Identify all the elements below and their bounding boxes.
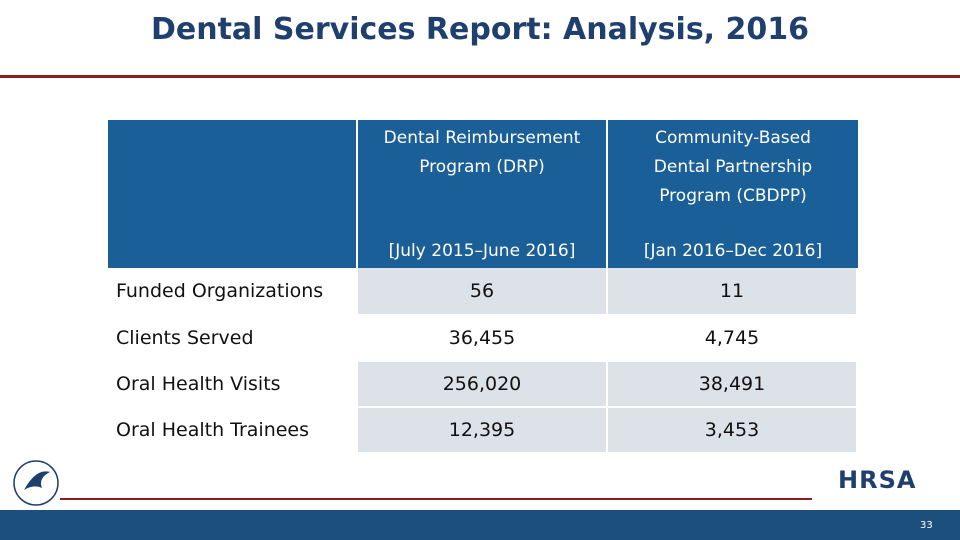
column-name: Dental Reimbursement Program (DRP) [383,128,581,177]
table-cell: 56 [358,268,608,316]
header-blank [108,120,358,268]
page-number: 33 [920,520,933,531]
row-label: Clients Served [108,316,358,362]
hhs-logo [13,460,59,506]
column-name: Community-Based Dental Partnership Progr… [653,128,813,206]
row-label: Oral Health Trainees [108,408,358,454]
table-cell: 38,491 [608,362,858,408]
footer-rule [60,498,812,500]
row-label: Funded Organizations [108,268,358,316]
table-cell: 3,453 [608,408,858,454]
slide-title: Dental Services Report: Analysis, 2016 [150,12,810,47]
table-cell: 11 [608,268,858,316]
header-cell: Community-Based Dental Partnership Progr… [608,120,858,268]
table-cell: 4,745 [608,316,858,362]
footer-bar [0,510,960,540]
table-cell: 12,395 [358,408,608,454]
table-cell: 256,020 [358,362,608,408]
hrsa-logo: HRSA [838,466,917,494]
column-period: [Jan 2016–Dec 2016] [643,241,823,261]
title-rule [0,75,960,78]
table-cell: 36,455 [358,316,608,362]
row-label: Oral Health Visits [108,362,358,408]
header-cell: Dental Reimbursement Program (DRP) [July… [358,120,608,268]
column-period: [July 2015–June 2016] [388,241,576,261]
